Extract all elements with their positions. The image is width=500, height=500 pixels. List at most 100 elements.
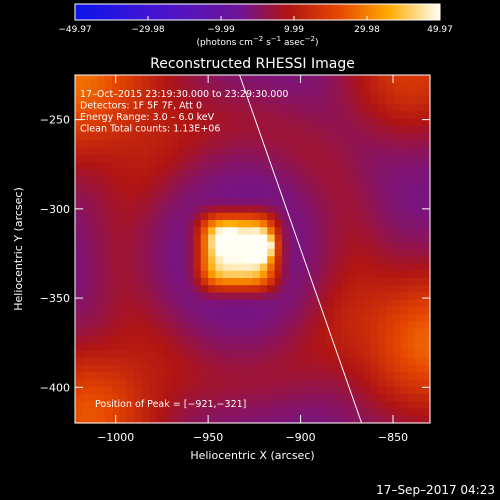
heatmap-cell (378, 162, 387, 170)
heatmap-cell (82, 292, 91, 301)
heatmap-cell (311, 212, 320, 221)
heatmap-cell (378, 169, 387, 178)
heatmap-cell (104, 169, 113, 178)
heatmap-cell (400, 328, 409, 337)
heatmap-cell (422, 118, 431, 127)
heatmap-cell (126, 176, 135, 185)
heatmap-cell (326, 386, 335, 395)
heatmap-cell (385, 241, 394, 250)
heatmap-cell (141, 140, 150, 149)
heatmap-cell (385, 408, 394, 417)
heatmap-cell (178, 401, 187, 410)
heatmap-cell (267, 350, 276, 359)
heatmap-cell (104, 249, 113, 257)
heatmap-cell (259, 147, 268, 156)
heatmap-cell (393, 307, 402, 315)
heatmap-cell (237, 140, 246, 149)
heatmap-cell (356, 278, 365, 286)
heatmap-cell (341, 408, 350, 417)
heatmap-cell (259, 278, 268, 286)
colorbar-tick-label: −29.98 (131, 25, 165, 35)
heatmap-cell (282, 386, 291, 395)
heatmap-cell (400, 401, 409, 410)
heatmap-cell (222, 147, 231, 156)
heatmap-cell (282, 147, 291, 156)
heatmap-cell (370, 125, 379, 134)
heatmap-cell (82, 147, 91, 156)
heatmap-cell (400, 379, 409, 388)
heatmap-cell (348, 328, 357, 337)
heatmap-cell (363, 292, 372, 301)
heatmap-cell (311, 372, 320, 381)
heatmap-cell (259, 394, 268, 402)
heatmap-cell (296, 234, 305, 243)
heatmap-cell (230, 394, 239, 402)
heatmap-cell (126, 270, 135, 279)
heatmap-cell (267, 205, 276, 214)
heatmap-cell (378, 241, 387, 250)
heatmap-cell (363, 212, 372, 221)
heatmap-cell (370, 133, 379, 141)
heatmap-cell (82, 408, 91, 417)
heatmap-cell (289, 89, 298, 98)
heatmap-cell (363, 125, 372, 134)
heatmap-cell (415, 343, 424, 352)
heatmap-cell (319, 321, 328, 330)
heatmap-cell (134, 278, 143, 286)
heatmap-cell (111, 350, 120, 359)
heatmap-cell (148, 125, 157, 134)
heatmap-cell (119, 111, 128, 120)
heatmap-cell (200, 263, 209, 272)
heatmap-cell (296, 365, 305, 373)
heatmap-cell (193, 263, 202, 272)
heatmap-cell (171, 111, 180, 120)
heatmap-cell (333, 147, 342, 156)
heatmap-cell (208, 125, 217, 134)
heatmap-cell (407, 314, 416, 323)
heatmap-cell (75, 314, 83, 323)
heatmap-cell (245, 82, 254, 91)
heatmap-cell (148, 82, 157, 91)
heatmap-cell (259, 89, 268, 98)
heatmap-cell (289, 415, 298, 424)
heatmap-cell (319, 365, 328, 373)
heatmap-cell (415, 96, 424, 105)
heatmap-cell (200, 328, 209, 337)
heatmap-cell (393, 249, 402, 257)
heatmap-cell (200, 75, 209, 83)
heatmap-cell (400, 220, 409, 228)
heatmap-cell (333, 111, 342, 120)
heatmap-cell (341, 241, 350, 250)
heatmap-cell (259, 198, 268, 207)
heatmap-cell (385, 336, 394, 344)
heatmap-cell (75, 415, 83, 424)
heatmap-cell (356, 140, 365, 149)
heatmap-cell (104, 154, 113, 163)
heatmap-cell (282, 111, 291, 120)
heatmap-cell (289, 249, 298, 257)
heatmap-cell (304, 220, 313, 228)
heatmap-cell (245, 401, 254, 410)
heatmap-cell (97, 365, 106, 373)
heatmap-cell (126, 162, 135, 170)
heatmap-cell (259, 104, 268, 112)
heatmap-cell (252, 140, 261, 149)
heatmap-cell (267, 249, 276, 257)
heatmap-cell (104, 350, 113, 359)
heatmap-cell (75, 118, 83, 127)
heatmap-cell (378, 256, 387, 265)
heatmap-cell (97, 118, 106, 127)
heatmap-cell (193, 386, 202, 395)
heatmap-cell (156, 96, 165, 105)
heatmap-cell (282, 96, 291, 105)
heatmap-cell (237, 285, 246, 294)
heatmap-cell (407, 365, 416, 373)
heatmap-cell (193, 314, 202, 323)
heatmap-cell (97, 249, 106, 257)
heatmap-cell (385, 249, 394, 257)
heatmap-cell (385, 75, 394, 83)
heatmap-cell (385, 328, 394, 337)
heatmap-cell (208, 307, 217, 315)
heatmap-cell (134, 191, 143, 199)
heatmap-cell (119, 365, 128, 373)
